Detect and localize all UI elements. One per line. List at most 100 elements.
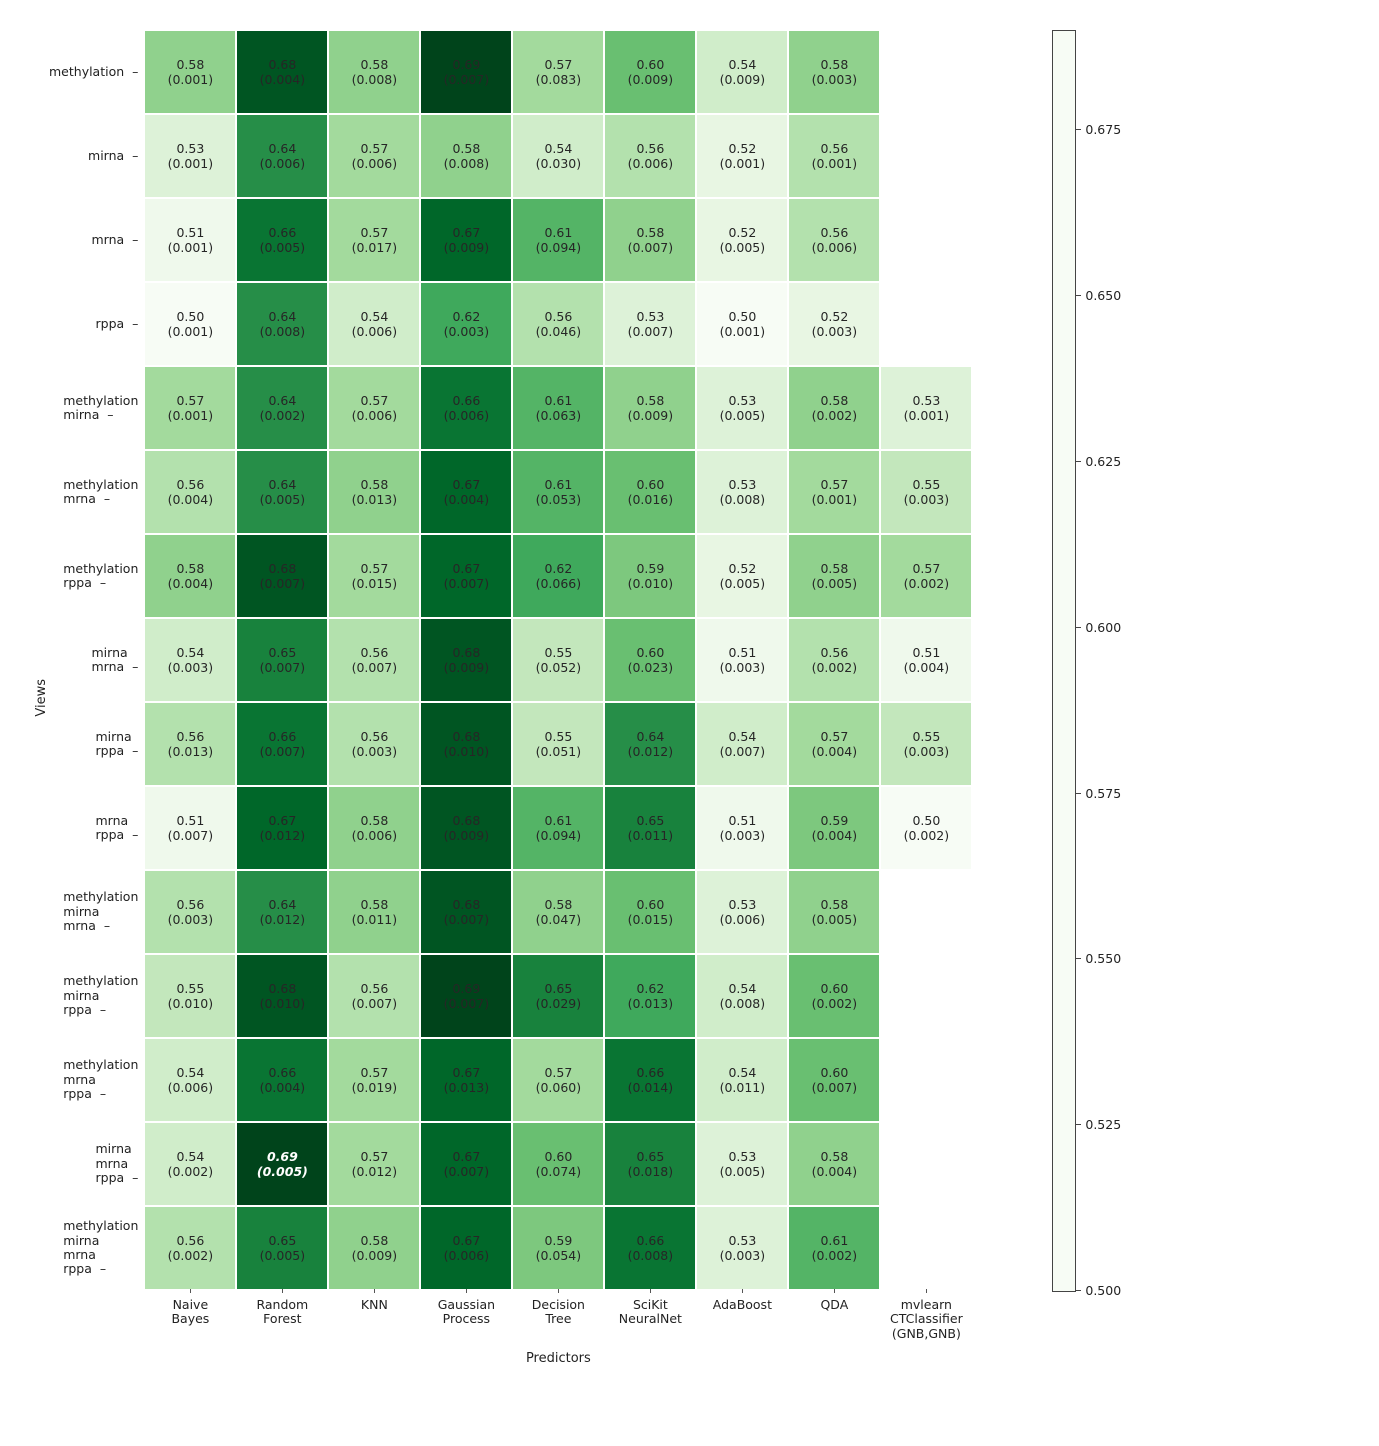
heatmap-cell: 0.66(0.007) [236, 702, 328, 786]
heatmap-cell: 0.57(0.017) [328, 198, 420, 282]
heatmap-cell: 0.57(0.002) [880, 534, 972, 618]
heatmap-cell: 0.65(0.029) [512, 954, 604, 1038]
cell-value: 0.67 [452, 561, 480, 576]
heatmap-cell: 0.66(0.014) [604, 1038, 696, 1122]
cell-error: (0.008) [260, 324, 306, 339]
cell-error: (0.006) [444, 408, 490, 423]
cell-value: 0.56 [544, 309, 572, 324]
cell-error: (0.006) [628, 156, 674, 171]
heatmap-cell: 0.56(0.003) [328, 702, 420, 786]
cell-error: (0.008) [444, 156, 490, 171]
heatmap-cell: 0.64(0.012) [604, 702, 696, 786]
heatmap-cell: 0.57(0.006) [328, 366, 420, 450]
x-tick-label: QDA [788, 1292, 880, 1341]
colorbar: 0.5000.5250.5500.5750.6000.6250.6500.675 [1052, 30, 1146, 1366]
colorbar-ticks: 0.5000.5250.5500.5750.6000.6250.6500.675 [1076, 30, 1146, 1290]
cell-error: (0.001) [904, 408, 950, 423]
heatmap-cell: 0.56(0.003) [144, 870, 236, 954]
cell-error: (0.006) [168, 1080, 214, 1095]
cell-error: (0.015) [352, 576, 398, 591]
cell-error: (0.001) [168, 72, 214, 87]
heatmap-cell [880, 1122, 972, 1206]
x-tick-labels: Naive BayesRandom ForestKNNGaussian Proc… [144, 1292, 972, 1341]
y-tick-label: mrna – [49, 198, 144, 282]
cell-value: 0.56 [820, 141, 848, 156]
cell-value: 0.56 [820, 645, 848, 660]
x-tick-label: KNN [328, 1292, 420, 1341]
heatmap-cell: 0.68(0.009) [420, 786, 512, 870]
colorbar-tick-label: 0.650 [1085, 288, 1121, 303]
heatmap-cell: 0.56(0.006) [604, 114, 696, 198]
cell-value: 0.57 [360, 141, 388, 156]
heatmap-cell: 0.58(0.013) [328, 450, 420, 534]
cell-error: (0.006) [352, 156, 398, 171]
cell-value: 0.67 [268, 813, 296, 828]
heatmap-cell: 0.64(0.008) [236, 282, 328, 366]
cell-value: 0.60 [820, 981, 848, 996]
heatmap-cell: 0.54(0.009) [696, 30, 788, 114]
heatmap-cell: 0.64(0.002) [236, 366, 328, 450]
colorbar-tick-label: 0.625 [1085, 454, 1121, 469]
cell-error: (0.012) [628, 744, 674, 759]
heatmap-cell: 0.54(0.006) [328, 282, 420, 366]
heatmap-cell: 0.57(0.001) [788, 450, 880, 534]
cell-error: (0.094) [536, 828, 582, 843]
heatmap-cell [880, 30, 972, 114]
y-tick-label: mirna rppa – [49, 702, 144, 786]
heatmap-cell: 0.60(0.002) [788, 954, 880, 1038]
heatmap-cell: 0.58(0.009) [328, 1206, 420, 1290]
cell-value: 0.52 [728, 141, 756, 156]
cell-error: (0.011) [720, 1080, 766, 1095]
heatmap-cell: 0.68(0.004) [236, 30, 328, 114]
cell-value: 0.53 [728, 393, 756, 408]
colorbar-tick-label: 0.675 [1085, 122, 1121, 137]
cell-error: (0.003) [904, 492, 950, 507]
heatmap-cell: 0.67(0.012) [236, 786, 328, 870]
heatmap-cell: 0.58(0.008) [328, 30, 420, 114]
cell-value: 0.58 [360, 897, 388, 912]
cell-value: 0.65 [636, 1149, 664, 1164]
heatmap-cell: 0.56(0.007) [328, 618, 420, 702]
heatmap-cell [880, 282, 972, 366]
cell-value: 0.56 [176, 897, 204, 912]
cell-error: (0.006) [812, 240, 858, 255]
heatmap-cell: 0.58(0.005) [788, 870, 880, 954]
heatmap-cell: 0.56(0.001) [788, 114, 880, 198]
cell-error: (0.007) [720, 744, 766, 759]
heatmap-cell: 0.62(0.003) [420, 282, 512, 366]
heatmap-cell: 0.61(0.094) [512, 786, 604, 870]
cell-value: 0.57 [176, 393, 204, 408]
cell-error: (0.003) [812, 324, 858, 339]
cell-error: (0.009) [628, 408, 674, 423]
heatmap-cell: 0.54(0.006) [144, 1038, 236, 1122]
cell-error: (0.009) [444, 828, 490, 843]
cell-value: 0.65 [268, 1233, 296, 1248]
cell-value: 0.57 [360, 393, 388, 408]
heatmap-cell: 0.61(0.002) [788, 1206, 880, 1290]
heatmap-cell: 0.54(0.002) [144, 1122, 236, 1206]
cell-value: 0.56 [360, 729, 388, 744]
heatmap-cell: 0.64(0.006) [236, 114, 328, 198]
cell-value: 0.57 [912, 561, 940, 576]
cell-value: 0.58 [360, 477, 388, 492]
heatmap-cell: 0.60(0.023) [604, 618, 696, 702]
heatmap-cell: 0.60(0.015) [604, 870, 696, 954]
cell-error: (0.004) [812, 828, 858, 843]
cell-value: 0.58 [452, 141, 480, 156]
cell-error: (0.052) [536, 660, 582, 675]
y-tick-label: methylation mirna mrna – [49, 870, 144, 954]
cell-error: (0.047) [536, 912, 582, 927]
cell-error: (0.015) [628, 912, 674, 927]
heatmap-cell: 0.69(0.007) [420, 30, 512, 114]
cell-value: 0.66 [636, 1065, 664, 1080]
cell-error: (0.001) [720, 156, 766, 171]
cell-value: 0.51 [912, 645, 940, 660]
heatmap-cell: 0.65(0.005) [236, 1206, 328, 1290]
heatmap-cell: 0.58(0.007) [604, 198, 696, 282]
cell-error: (0.014) [628, 1080, 674, 1095]
cell-value: 0.59 [544, 1233, 572, 1248]
cell-value: 0.53 [728, 477, 756, 492]
heatmap-cell: 0.54(0.011) [696, 1038, 788, 1122]
heatmap-cell: 0.55(0.003) [880, 450, 972, 534]
cell-value: 0.66 [268, 225, 296, 240]
